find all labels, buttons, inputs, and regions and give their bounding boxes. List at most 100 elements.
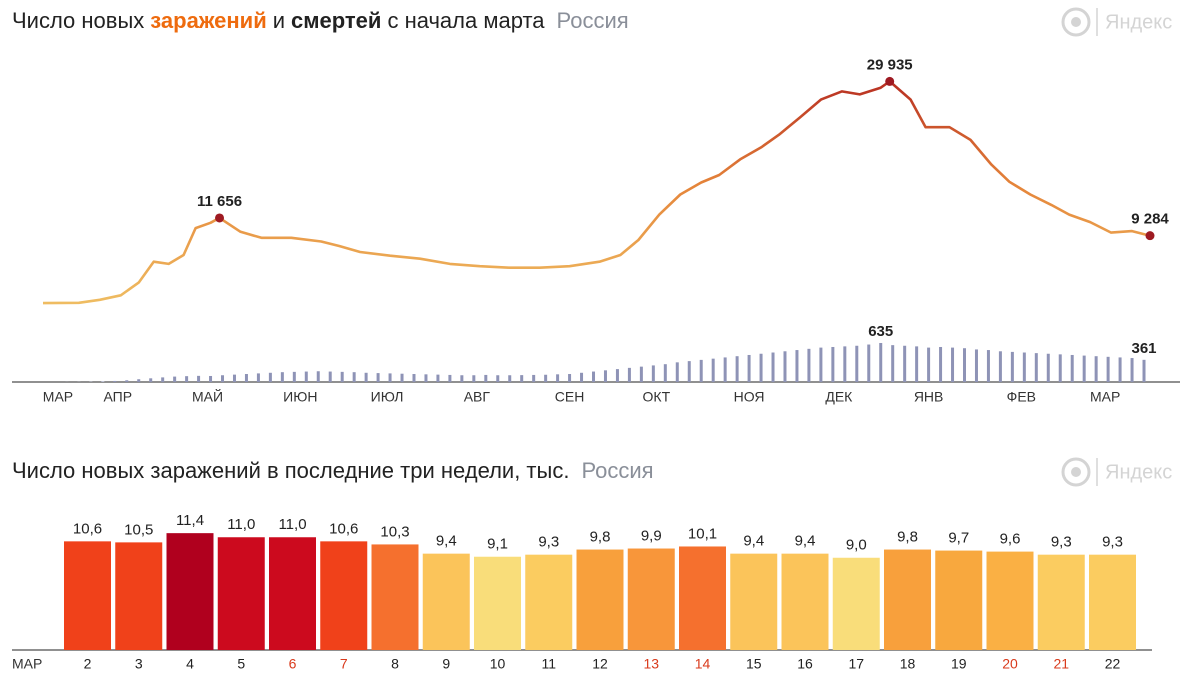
bar	[781, 553, 829, 650]
death-bar	[125, 380, 129, 382]
death-bar	[1046, 353, 1050, 382]
x-tick-label: МАР	[1090, 389, 1120, 405]
death-bar	[1142, 359, 1146, 382]
death-bar	[855, 345, 859, 382]
bar	[166, 533, 214, 650]
value-label: 9,6	[1000, 531, 1021, 548]
death-bar	[675, 362, 679, 382]
death-bar	[963, 348, 967, 382]
x-tick-label: 2	[84, 656, 92, 672]
brand: Яндекс	[1105, 11, 1172, 33]
death-bar	[1118, 357, 1122, 382]
bar	[730, 553, 778, 650]
death-bar	[951, 347, 955, 382]
peak-marker	[215, 213, 225, 223]
death-bar	[244, 374, 248, 382]
death-bar	[185, 376, 189, 382]
peak-marker	[885, 76, 895, 86]
value-label: 9,0	[846, 537, 867, 554]
death-bar	[161, 377, 165, 382]
x-tick-label: ДЕК	[825, 389, 853, 405]
value-label: 10,6	[73, 520, 102, 537]
death-bar	[783, 351, 787, 382]
x-tick-label: 12	[592, 656, 608, 672]
bar	[474, 556, 521, 650]
death-bar	[173, 376, 177, 382]
death-bar	[304, 371, 308, 382]
death-bar	[795, 350, 799, 382]
bar	[679, 546, 726, 650]
death-bar	[520, 375, 524, 382]
death-bar	[209, 375, 213, 382]
death-bar	[699, 359, 703, 382]
title-part: с начала марта	[387, 8, 545, 33]
death-bar	[867, 344, 871, 382]
x-tick-label: 18	[900, 656, 916, 672]
death-bar	[101, 381, 105, 382]
value-label: 11,4	[176, 512, 204, 529]
death-bar	[280, 372, 284, 382]
bar	[627, 548, 675, 650]
death-bar	[388, 373, 392, 382]
value-label: 9,3	[1051, 534, 1072, 551]
death-bar	[460, 375, 464, 382]
x-tick-label: ЯНВ	[914, 389, 944, 405]
death-bar	[986, 350, 990, 382]
x-tick-label: 17	[848, 656, 864, 672]
x-tick-label: 4	[186, 656, 194, 672]
death-bar	[316, 371, 320, 382]
value-label: 9,7	[948, 530, 969, 547]
x-tick-label: СЕН	[555, 389, 585, 405]
death-bar	[615, 369, 619, 382]
x-tick-label: АВГ	[464, 389, 491, 405]
death-bar	[663, 364, 667, 382]
death-bar	[711, 358, 715, 382]
peak-marker	[1145, 231, 1155, 241]
death-bar	[149, 378, 153, 382]
death-bar	[651, 365, 655, 382]
value-label: 10,3	[380, 523, 409, 540]
death-bar	[376, 373, 380, 382]
death-bar	[328, 371, 332, 382]
bar	[832, 557, 880, 650]
death-bar	[436, 374, 440, 382]
death-bar	[639, 366, 643, 382]
bar	[525, 554, 573, 650]
x-tick-label: МАР	[43, 389, 73, 405]
bar	[64, 541, 111, 650]
value-label: 9 284	[1131, 211, 1169, 228]
x-tick-label: 21	[1053, 656, 1069, 672]
value-label: 11,0	[278, 516, 306, 533]
death-bar	[735, 356, 739, 382]
x-tick-label: 10	[490, 656, 506, 672]
death-bar	[592, 371, 596, 382]
death-bar	[556, 374, 560, 382]
bar	[320, 541, 368, 650]
x-tick-label: НОЯ	[734, 389, 765, 405]
bar	[935, 550, 983, 650]
death-bar	[627, 367, 631, 382]
x-tick-label: 15	[746, 656, 762, 672]
value-label: 29 935	[867, 56, 913, 73]
death-bar	[544, 374, 548, 382]
death-bar	[508, 375, 512, 382]
value-label: 10,6	[329, 520, 358, 537]
death-bar	[113, 380, 117, 382]
death-bar	[1130, 358, 1134, 382]
x-tick-label: 22	[1105, 656, 1121, 672]
death-bar	[221, 375, 225, 382]
x-tick-label: ОКТ	[643, 389, 671, 405]
death-bar	[603, 370, 607, 382]
death-bar	[580, 372, 584, 382]
title-part: заражений	[150, 8, 266, 33]
title-part: смертей	[291, 8, 381, 33]
title-part: и	[273, 8, 285, 33]
death-bar	[939, 346, 943, 382]
death-bar	[687, 361, 691, 382]
death-bar	[400, 373, 404, 382]
death-bar	[879, 342, 883, 382]
value-label: 10,5	[124, 521, 153, 538]
death-bar	[807, 348, 811, 382]
x-tick-label: 16	[797, 656, 813, 672]
death-bar	[1058, 354, 1062, 382]
